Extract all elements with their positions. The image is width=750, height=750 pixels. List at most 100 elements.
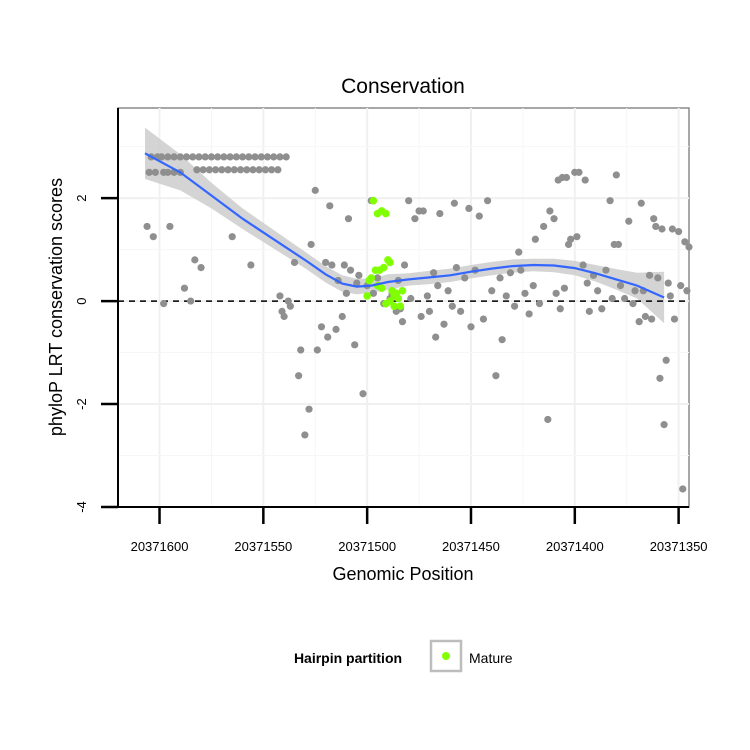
data-point: [535, 300, 544, 308]
data-point: [560, 284, 569, 292]
data-point: [305, 405, 313, 413]
y-tick-label: -2: [74, 398, 89, 410]
data-point: [160, 300, 168, 308]
data-point: [585, 307, 593, 315]
data-point: [658, 225, 666, 233]
data-point: [270, 153, 278, 161]
data-point: [166, 222, 174, 231]
data-point: [359, 390, 367, 398]
legend-key-mature: [429, 639, 463, 673]
data-point: [612, 171, 620, 179]
data-point: [353, 279, 361, 287]
data-point: [276, 153, 284, 161]
data-point: [417, 312, 425, 321]
data-point: [224, 166, 232, 174]
data-point: [342, 289, 350, 297]
data-point: [635, 318, 643, 326]
data-point: [230, 166, 238, 174]
data-point: [656, 374, 664, 382]
data-point: [228, 233, 236, 241]
data-point: [411, 215, 419, 223]
data-point: [338, 312, 346, 321]
data-point: [187, 297, 195, 305]
data-point: [286, 302, 294, 310]
data-point: [436, 209, 444, 218]
data-point: [631, 287, 639, 295]
data-point-mature: [390, 302, 398, 311]
data-point: [562, 173, 571, 182]
data-point: [176, 153, 184, 161]
data-point: [313, 346, 321, 354]
x-tick-label: 20371550: [234, 539, 292, 554]
data-point: [573, 233, 581, 241]
data-point: [448, 302, 456, 310]
data-point: [544, 415, 552, 424]
x-tick-label: 20371500: [338, 539, 396, 554]
x-axis-title: Genomic Position: [332, 564, 473, 584]
data-point: [616, 282, 625, 290]
data-point: [517, 266, 525, 274]
data-point: [450, 199, 458, 207]
data-point: [280, 312, 288, 321]
data-point: [440, 320, 448, 328]
data-point: [645, 271, 654, 279]
data-point: [344, 215, 353, 223]
x-tick-label: 20371600: [131, 539, 189, 554]
data-point: [247, 261, 255, 269]
data-point: [164, 168, 172, 176]
data-point-mature: [369, 196, 378, 205]
data-point: [434, 282, 442, 290]
data-point: [629, 300, 637, 308]
data-point: [498, 336, 506, 344]
data-point: [301, 431, 309, 439]
data-point: [205, 166, 213, 174]
data-point: [243, 166, 251, 174]
data-point: [444, 287, 452, 295]
data-point: [373, 274, 382, 282]
data-point: [666, 292, 674, 300]
data-point: [579, 261, 587, 269]
data-point: [614, 240, 623, 249]
data-point: [145, 168, 153, 176]
data-point: [668, 225, 676, 233]
data-point: [369, 289, 377, 297]
data-point: [598, 305, 606, 313]
data-point: [355, 271, 363, 279]
data-point: [326, 202, 334, 210]
data-point: [531, 235, 539, 243]
data-point-mature: [398, 286, 407, 295]
data-point: [236, 166, 245, 174]
data-point: [496, 274, 504, 282]
data-point: [540, 222, 548, 231]
data-point: [324, 333, 332, 341]
data-point: [317, 323, 326, 331]
data-point: [660, 421, 668, 429]
y-axis-title: phyloP LRT conservation scores: [46, 178, 66, 436]
data-point: [199, 166, 207, 174]
x-tick-label: 20371450: [442, 539, 500, 554]
data-point: [677, 282, 685, 290]
data-point: [282, 153, 290, 161]
y-axis: -4 -2 0 2: [74, 108, 119, 513]
data-point: [423, 292, 431, 300]
smooth-trend-line: [144, 152, 665, 299]
data-point: [637, 199, 645, 207]
data-point: [681, 238, 689, 246]
data-point: [218, 166, 226, 174]
data-point: [475, 212, 483, 220]
data-point: [664, 279, 672, 287]
y-tick-label: 0: [74, 297, 89, 304]
data-point: [430, 269, 438, 277]
x-axis: 20371600 20371550 20371500 20371450 20371400…: [118, 506, 708, 554]
data-point: [552, 289, 560, 297]
data-point-mature: [367, 274, 376, 282]
data-point: [685, 243, 693, 251]
data-point: [641, 312, 649, 321]
data-point: [467, 323, 475, 331]
data-point: [405, 197, 413, 205]
data-point: [195, 153, 203, 161]
data-point: [679, 485, 687, 493]
data-point: [483, 197, 492, 205]
y-tick-label: 2: [74, 194, 89, 201]
